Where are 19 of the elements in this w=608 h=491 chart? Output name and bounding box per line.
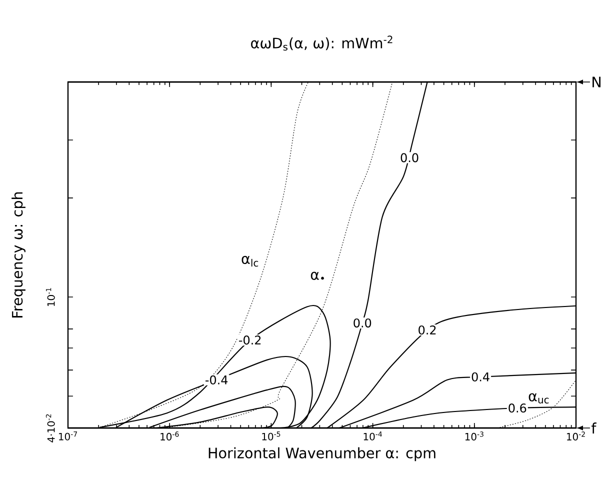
x-tick-label: 10$^{-4}$ [364, 432, 382, 440]
ref-line-label: f [591, 422, 596, 434]
x-tick-label: 10$^{-5}$ [262, 432, 280, 440]
x-tick-label: 10$^{-2}$ [567, 432, 585, 440]
series-label: α$_{uc}$ [528, 393, 549, 404]
x-tick-label: 10$^{-3}$ [465, 432, 484, 440]
y-tick-label: 10$^{-1}$ [46, 288, 55, 306]
annotation: 0.0 [354, 318, 372, 328]
y-axis-title: Frequency ω: cph [12, 192, 26, 318]
chart-title: αωD$_{s}$(α, ω): mWm$^{-2}$ [251, 36, 392, 51]
y-tick-label: 4·10$^{-2}$ [46, 414, 55, 442]
series-label: α$_{•}$ [310, 272, 324, 280]
annotation: -0.2 [239, 336, 261, 345]
x-axis-title: Horizontal Wavenumber α: cpm [208, 447, 436, 462]
x-tick-label: 10$^{-7}$ [59, 432, 77, 440]
x-tick-label: 10$^{-6}$ [160, 432, 179, 440]
annotation: 0.0 [400, 153, 418, 162]
series-label: α$_{lc}$ [242, 256, 258, 267]
ref-line-label: N [592, 76, 600, 88]
